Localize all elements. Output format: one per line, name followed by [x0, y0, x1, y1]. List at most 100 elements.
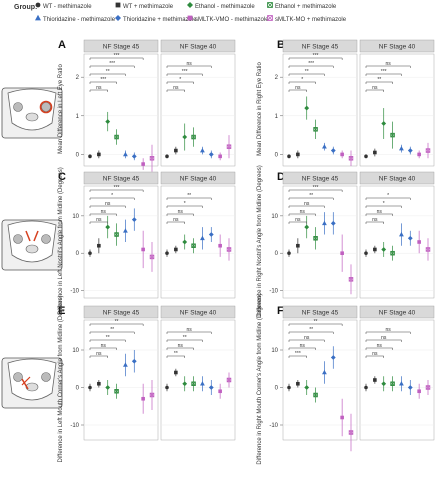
marker-box [390, 132, 395, 138]
sig-bracket: ns [166, 343, 194, 350]
legend-item-label: WT - methimazole [43, 4, 92, 10]
sig-bracket: ** [365, 77, 393, 84]
sig-bracket: ** [166, 335, 203, 342]
nostril-angle-line [25, 230, 31, 242]
sig-bracket: ns [365, 61, 411, 68]
data-point [296, 152, 300, 157]
plot-area [359, 185, 435, 299]
sig-bracket: *** [89, 53, 144, 60]
sig-bracket: ns [365, 209, 393, 216]
y-tick-label: 2 [275, 75, 279, 81]
data-point [399, 146, 404, 151]
y-tick-label: -10 [269, 423, 278, 429]
y-tick-label: 0 [275, 251, 279, 257]
sig-bracket: ns [365, 327, 411, 334]
data-point [218, 389, 222, 394]
marker-box [226, 144, 232, 149]
data-point [407, 235, 413, 241]
marker-box [267, 2, 273, 8]
sig-label: ns [372, 351, 378, 357]
plot-area [359, 319, 435, 441]
marker-box [149, 392, 155, 398]
y-axis-label: Difference in Left Mouth Corner's Angle … [58, 295, 64, 462]
sig-bracket: ** [288, 69, 325, 76]
data-point [373, 150, 377, 155]
sig-label: * [387, 193, 389, 199]
data-point [390, 381, 395, 387]
data-point [114, 389, 119, 394]
y-axis-label: Difference in Right Nostril's Angle from… [257, 165, 263, 316]
marker-box [226, 377, 232, 383]
sig-label: ns [377, 209, 383, 215]
sig-bracket: ns [288, 217, 307, 224]
sig-bracket: * [365, 193, 411, 200]
sig-label: ns [96, 217, 102, 223]
data-point [182, 381, 188, 387]
sig-bracket: ns [288, 85, 307, 92]
sig-bracket: *** [89, 61, 135, 68]
marker-cross [191, 243, 196, 248]
data-point [304, 385, 310, 390]
data-point [141, 396, 145, 401]
sig-label: ns [101, 209, 107, 215]
sig-label: *** [100, 77, 106, 83]
sig-bracket: ns [365, 343, 393, 350]
data-point [105, 385, 111, 390]
sig-label: ns [101, 343, 107, 349]
data-point [425, 385, 431, 390]
data-point [97, 381, 101, 386]
panel-letter: D [277, 171, 285, 183]
panel-letter: E [58, 305, 65, 317]
marker-box [226, 247, 232, 252]
marker-box [390, 250, 395, 256]
sig-bracket: ** [288, 193, 334, 200]
sig-label: *** [114, 185, 120, 191]
sig-bracket: ns [89, 217, 108, 224]
tadpole-head [7, 88, 57, 131]
sig-bracket: ns [166, 209, 194, 216]
sig-label: ns [96, 85, 102, 91]
data-point [149, 392, 155, 398]
sig-label: ** [110, 327, 114, 333]
sig-label: *** [109, 61, 115, 67]
facet-title: NF Stage 40 [379, 44, 416, 51]
panel-A: A Mean Difference in Left Eye Ratio 0 1 2 NF … [1, 39, 236, 172]
sig-bracket: *** [365, 69, 402, 76]
marker-box [313, 236, 318, 241]
marker-cross [226, 377, 232, 383]
sig-bracket: *** [89, 185, 144, 192]
y-tick-label: 10 [271, 214, 278, 220]
mouth-shape [25, 244, 39, 254]
marker-cross [348, 430, 354, 435]
sig-label: ns [372, 217, 378, 223]
marker-cross [425, 385, 431, 390]
legend-marker [267, 2, 273, 8]
sig-bracket: ** [166, 351, 185, 358]
data-point [287, 251, 291, 255]
data-point [208, 385, 214, 390]
data-point [165, 385, 169, 390]
legend-item-label: sMLTK-MO + methimazole [275, 17, 347, 23]
y-axis-label: Difference in Right Mouth Corner's Angle… [257, 293, 263, 464]
data-point [399, 381, 404, 386]
data-point [322, 220, 327, 226]
data-point [373, 378, 377, 382]
sig-label: *** [313, 53, 319, 59]
sig-label: ** [174, 351, 178, 357]
sig-label: ns [96, 351, 102, 357]
sig-label: ns [295, 85, 301, 91]
right-eye [41, 102, 51, 112]
data-point [97, 152, 101, 157]
y-tick-label: 0 [275, 152, 279, 158]
data-point [364, 154, 368, 159]
sig-label: *** [182, 69, 188, 75]
mouth-shape [25, 112, 39, 122]
sig-label: ** [309, 193, 313, 199]
sig-bracket: *** [288, 53, 343, 60]
sig-bracket: ** [89, 69, 126, 76]
y-tick-label: 1 [76, 114, 80, 120]
sig-label: * [179, 77, 181, 83]
